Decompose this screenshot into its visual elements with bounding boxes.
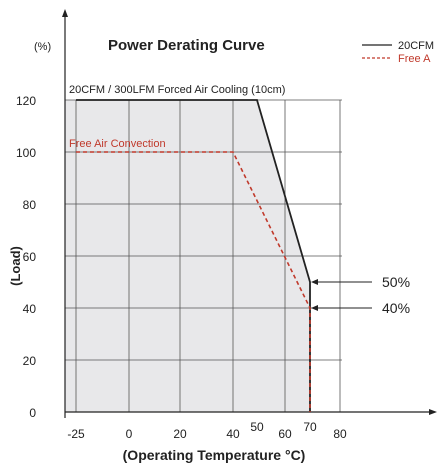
y-tick-label: 20: [23, 354, 37, 368]
annotation-arrowhead: [311, 279, 318, 285]
series-line-free-air: [76, 151, 311, 412]
y-tick-label: 0: [29, 406, 36, 420]
y-tick-label: 40: [23, 302, 37, 316]
x-tick-label: 40: [226, 427, 240, 441]
y-tick-label: 80: [23, 198, 37, 212]
x-tick-label: 60: [278, 427, 292, 441]
x-tick-label: 70: [303, 420, 317, 434]
chart-title: Power Derating Curve: [108, 37, 265, 54]
x-tick-label: 0: [126, 427, 133, 441]
annotation-arrowhead: [311, 305, 318, 311]
annotations: 50% 40%: [311, 274, 410, 316]
x-tick-label: 80: [333, 427, 347, 441]
annotation-label: 50%: [382, 274, 410, 290]
free-air-label: Free Air Convection: [69, 138, 166, 150]
y-tick-label: 120: [16, 94, 36, 108]
y-unit-label: (%): [34, 41, 51, 53]
y-tick-label: 60: [23, 250, 37, 264]
x-axis-arrow: [429, 409, 437, 415]
y-axis-arrow: [62, 9, 68, 17]
axes: 0 20 40 60 80 100 120 -25 0 20 40 50 60 70 80: [16, 9, 437, 441]
legend-label-free-air: Free A: [398, 53, 431, 65]
series-line-20cfm: [76, 99, 311, 412]
forced-air-label: 20CFM / 300LFM Forced Air Cooling (10cm): [69, 84, 285, 96]
x-tick-label: 50: [250, 420, 264, 434]
legend: 20CFM Free A: [362, 40, 434, 65]
legend-label-20cfm: 20CFM: [398, 40, 434, 52]
series: [76, 99, 311, 412]
x-axis-label: (Operating Temperature °C): [123, 447, 306, 463]
y-tick-label: 100: [16, 146, 36, 160]
x-tick-label: -25: [67, 427, 85, 441]
y-axis-label: (Load): [8, 246, 23, 286]
x-tick-label: 20: [173, 427, 187, 441]
annotation-label: 40%: [382, 300, 410, 316]
